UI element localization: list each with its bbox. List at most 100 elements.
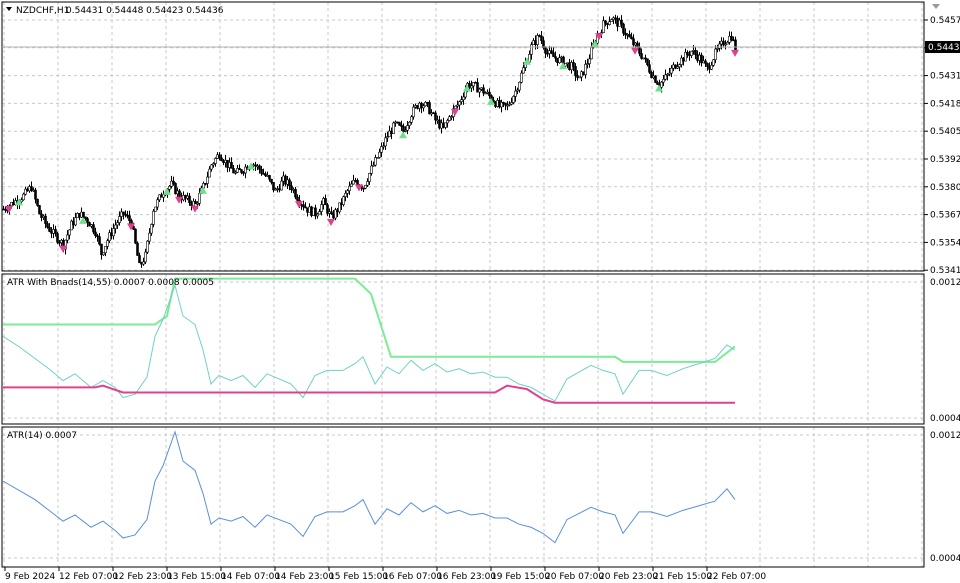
candle-bear xyxy=(330,211,333,215)
candle-bear xyxy=(40,213,43,218)
candle-bull xyxy=(372,164,375,167)
candle-bull xyxy=(376,157,379,159)
candle-bull xyxy=(392,122,395,134)
candle-bull xyxy=(602,20,605,33)
sell-arrow-icon xyxy=(191,205,199,213)
candle-bear xyxy=(730,35,733,41)
candle-bear xyxy=(630,36,633,39)
candle-bull xyxy=(368,173,371,182)
buy-arrow-icon xyxy=(79,216,87,224)
time-tick-label: 20 Feb 23:00 xyxy=(599,572,658,582)
candle-bull xyxy=(320,204,323,212)
sell-arrow-icon xyxy=(295,201,303,209)
candle-bear xyxy=(544,47,547,54)
candle-bear xyxy=(190,202,193,207)
candle-bull xyxy=(472,82,475,87)
candle-bear xyxy=(188,195,191,204)
candle-bull xyxy=(378,151,381,158)
candle-bear xyxy=(324,198,327,206)
sell-arrow-icon xyxy=(5,206,13,214)
candle-bull xyxy=(210,164,213,170)
candle-bear xyxy=(488,91,491,97)
candle-bull xyxy=(460,99,463,103)
candle-bull xyxy=(146,240,149,253)
candle-bear xyxy=(230,162,233,169)
price-pane[interactable] xyxy=(1,1,925,272)
candle-bull xyxy=(10,202,13,207)
candle-bull xyxy=(578,76,581,79)
chart-shift-icon[interactable] xyxy=(932,4,940,9)
candle-bear xyxy=(54,229,57,234)
candle-bull xyxy=(338,202,341,213)
time-tick-label: 22 Feb 07:00 xyxy=(707,572,766,582)
candle-bull xyxy=(528,54,531,63)
candle-bull xyxy=(350,183,353,187)
candle-bear xyxy=(434,112,437,121)
candle-bull xyxy=(116,222,119,226)
price-axis: 0.545700.544400.543100.541850.540550.539… xyxy=(924,16,960,276)
candle-bull xyxy=(370,165,373,174)
current-price-badge xyxy=(925,41,960,53)
candle-bull xyxy=(76,213,79,218)
candle-bull xyxy=(510,102,513,105)
candle-bull xyxy=(206,176,209,184)
candle-bull xyxy=(690,50,693,56)
candle-bull xyxy=(588,58,591,64)
chevron-down-icon[interactable] xyxy=(6,7,12,11)
candle-bull xyxy=(668,72,671,75)
candle-bear xyxy=(576,75,579,78)
candle-bear xyxy=(254,164,257,167)
atr-tick-label: 0.0004 xyxy=(930,554,960,564)
candle-bear xyxy=(238,168,241,170)
candle-bear xyxy=(172,180,175,184)
sell-arrow-icon xyxy=(731,49,739,57)
candle-bear xyxy=(226,159,229,168)
candle-bull xyxy=(516,89,519,92)
candle-bear xyxy=(184,195,187,199)
candle-bull xyxy=(20,199,23,203)
series-line-lower xyxy=(3,384,735,404)
candle-bear xyxy=(110,232,113,237)
price-tick-label: 0.53925 xyxy=(930,155,960,165)
candle-bear xyxy=(220,157,223,161)
candle-bear xyxy=(428,102,431,115)
candle-bear xyxy=(178,190,181,198)
atr-pane[interactable] xyxy=(1,426,925,568)
candle-bear xyxy=(160,194,163,198)
atr-bands-pane[interactable] xyxy=(1,273,925,425)
sell-arrow-icon xyxy=(451,108,459,116)
sell-arrow-icon xyxy=(595,33,603,41)
candle-bull xyxy=(280,180,283,191)
candle-bull xyxy=(366,181,369,186)
candle-bull xyxy=(676,66,679,69)
candle-bear xyxy=(34,189,37,200)
sell-arrow-icon xyxy=(59,245,67,253)
indicator2-label: ATR(14) 0.0007 xyxy=(7,431,77,441)
candle-bear xyxy=(128,215,131,221)
ohlc-values: 0.54431 0.54448 0.54423 0.54436 xyxy=(66,6,224,16)
candle-bull xyxy=(670,67,673,74)
candle-bear xyxy=(194,201,197,204)
candle-bear xyxy=(100,243,103,256)
candle-bear xyxy=(362,187,365,190)
candle-bull xyxy=(114,224,117,229)
candle-bull xyxy=(590,47,593,60)
candle-bull xyxy=(726,42,729,45)
candle-bull xyxy=(64,239,67,250)
candle-bull xyxy=(198,193,201,204)
candle-bear xyxy=(314,207,317,217)
buy-arrow-icon xyxy=(199,186,207,194)
candle-bull xyxy=(424,102,427,107)
candle-bull xyxy=(446,120,449,124)
candle-bull xyxy=(664,74,667,80)
candle-bull xyxy=(192,201,195,207)
series-line-atr-14- xyxy=(2,430,736,544)
candle-bull xyxy=(712,59,715,66)
candle-bear xyxy=(302,204,305,208)
candle-bull xyxy=(234,172,237,174)
candle-bull xyxy=(70,220,73,231)
candle-bull xyxy=(348,185,351,192)
candle-bear xyxy=(482,87,485,94)
time-tick-label: 20 Feb 07:00 xyxy=(545,572,604,582)
